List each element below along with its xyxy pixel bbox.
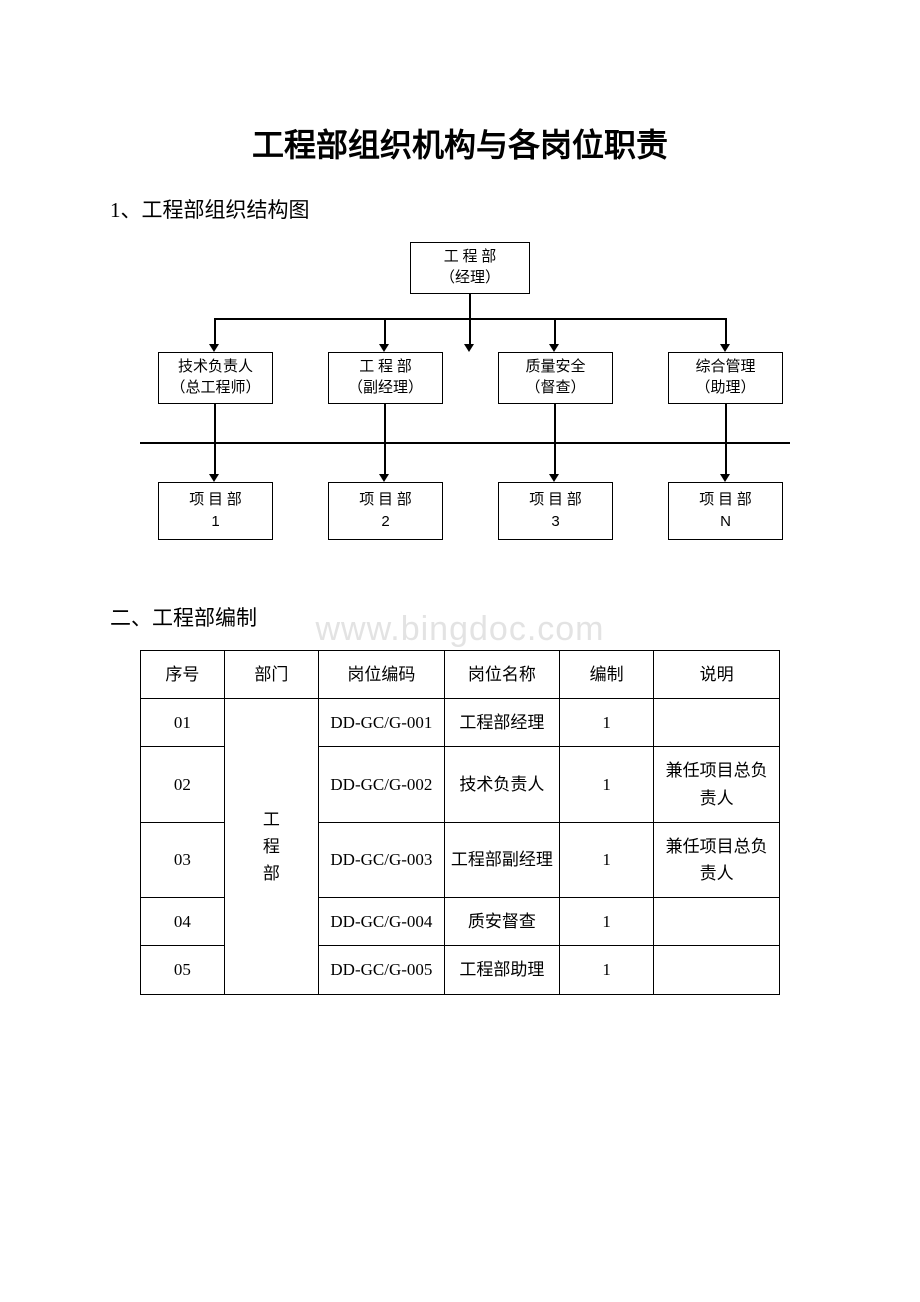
cell-note: 兼任项目总负责人 [654, 747, 780, 822]
org-node-project-n: 项 目 部 N [668, 482, 783, 540]
arrow-down-icon [549, 344, 559, 352]
chart-connector [725, 318, 727, 346]
chart-connector [554, 318, 556, 346]
col-code: 岗位编码 [319, 651, 445, 699]
org-node-project-1: 项 目 部 1 [158, 482, 273, 540]
cell-name: 工程部助理 [444, 946, 559, 994]
cell-seq: 01 [141, 699, 225, 747]
staffing-table: 序号 部门 岗位编码 岗位名称 编制 说明 01工程部DD-GC/G-001工程… [140, 650, 780, 995]
arrow-down-icon [464, 344, 474, 352]
org-node-line1: 项 目 部 [529, 490, 582, 511]
table-row: 01工程部DD-GC/G-001工程部经理1 [141, 699, 780, 747]
cell-count: 1 [559, 699, 653, 747]
col-dept: 部门 [224, 651, 318, 699]
org-node-line2: （总工程师） [170, 378, 260, 399]
cell-note [654, 898, 780, 946]
document-page: 工程部组织机构与各岗位职责 1、工程部组织结构图 工 程 部 （经理） 技术负责… [0, 0, 920, 1095]
chart-connector [725, 442, 727, 476]
org-node-line2: 3 [551, 511, 559, 532]
col-note: 说明 [654, 651, 780, 699]
cell-code: DD-GC/G-001 [319, 699, 445, 747]
table-body: 01工程部DD-GC/G-001工程部经理102DD-GC/G-002技术负责人… [141, 699, 780, 994]
cell-note: 兼任项目总负责人 [654, 822, 780, 897]
cell-seq: 03 [141, 822, 225, 897]
org-node-line2: 2 [381, 511, 389, 532]
arrow-down-icon [379, 474, 389, 482]
chart-connector [140, 442, 790, 444]
arrow-down-icon [720, 474, 730, 482]
cell-seq: 05 [141, 946, 225, 994]
cell-code: DD-GC/G-005 [319, 946, 445, 994]
document-title: 工程部组织机构与各岗位职责 [110, 120, 810, 166]
cell-count: 1 [559, 822, 653, 897]
arrow-down-icon [549, 474, 559, 482]
org-node-line1: 技术负责人 [178, 357, 253, 378]
org-node-line2: （助理） [695, 378, 755, 399]
org-node-line2: N [720, 511, 731, 532]
cell-name: 工程部经理 [444, 699, 559, 747]
arrow-down-icon [209, 344, 219, 352]
chart-connector [214, 442, 216, 476]
cell-count: 1 [559, 898, 653, 946]
chart-connector [469, 294, 471, 318]
cell-count: 1 [559, 747, 653, 822]
org-node-admin: 综合管理 （助理） [668, 352, 783, 404]
org-node-tech-lead: 技术负责人 （总工程师） [158, 352, 273, 404]
chart-connector [214, 404, 216, 442]
table-header-row: 序号 部门 岗位编码 岗位名称 编制 说明 [141, 651, 780, 699]
chart-connector [384, 442, 386, 476]
cell-count: 1 [559, 946, 653, 994]
org-node-project-2: 项 目 部 2 [328, 482, 443, 540]
section-2-heading: 二、工程部编制 [110, 602, 810, 632]
col-name: 岗位名称 [444, 651, 559, 699]
chart-connector [214, 318, 216, 346]
cell-name: 工程部副经理 [444, 822, 559, 897]
org-node-root-line2: （经理） [440, 268, 500, 289]
org-node-line2: （督查） [525, 378, 585, 399]
chart-connector [554, 442, 556, 476]
chart-connector [469, 318, 471, 346]
cell-code: DD-GC/G-004 [319, 898, 445, 946]
org-node-line1: 综合管理 [695, 357, 755, 378]
org-node-deputy: 工 程 部 （副经理） [328, 352, 443, 404]
org-node-line1: 项 目 部 [359, 490, 412, 511]
org-node-line2: 1 [211, 511, 219, 532]
cell-name: 质安督查 [444, 898, 559, 946]
org-node-line1: 项 目 部 [699, 490, 752, 511]
cell-note [654, 946, 780, 994]
cell-name: 技术负责人 [444, 747, 559, 822]
chart-connector [725, 404, 727, 442]
cell-dept-merged: 工程部 [224, 699, 318, 994]
org-node-line1: 质量安全 [525, 357, 585, 378]
arrow-down-icon [379, 344, 389, 352]
arrow-down-icon [720, 344, 730, 352]
org-node-line1: 工 程 部 [359, 357, 412, 378]
section-1-heading: 1、工程部组织结构图 [110, 194, 810, 224]
org-node-line2: （副经理） [348, 378, 423, 399]
col-seq: 序号 [141, 651, 225, 699]
org-node-project-3: 项 目 部 3 [498, 482, 613, 540]
org-node-line1: 项 目 部 [189, 490, 242, 511]
table-header: 序号 部门 岗位编码 岗位名称 编制 说明 [141, 651, 780, 699]
cell-code: DD-GC/G-003 [319, 822, 445, 897]
org-node-root: 工 程 部 （经理） [410, 242, 530, 294]
chart-connector [384, 404, 386, 442]
org-chart: 工 程 部 （经理） 技术负责人 （总工程师） 工 程 部 （副经理） 质量安全… [150, 242, 770, 572]
cell-seq: 04 [141, 898, 225, 946]
arrow-down-icon [209, 474, 219, 482]
cell-note [654, 699, 780, 747]
col-count: 编制 [559, 651, 653, 699]
org-node-root-line1: 工 程 部 [444, 247, 497, 268]
chart-connector [384, 318, 386, 346]
chart-connector [554, 404, 556, 442]
cell-code: DD-GC/G-002 [319, 747, 445, 822]
cell-seq: 02 [141, 747, 225, 822]
org-node-qa: 质量安全 （督查） [498, 352, 613, 404]
